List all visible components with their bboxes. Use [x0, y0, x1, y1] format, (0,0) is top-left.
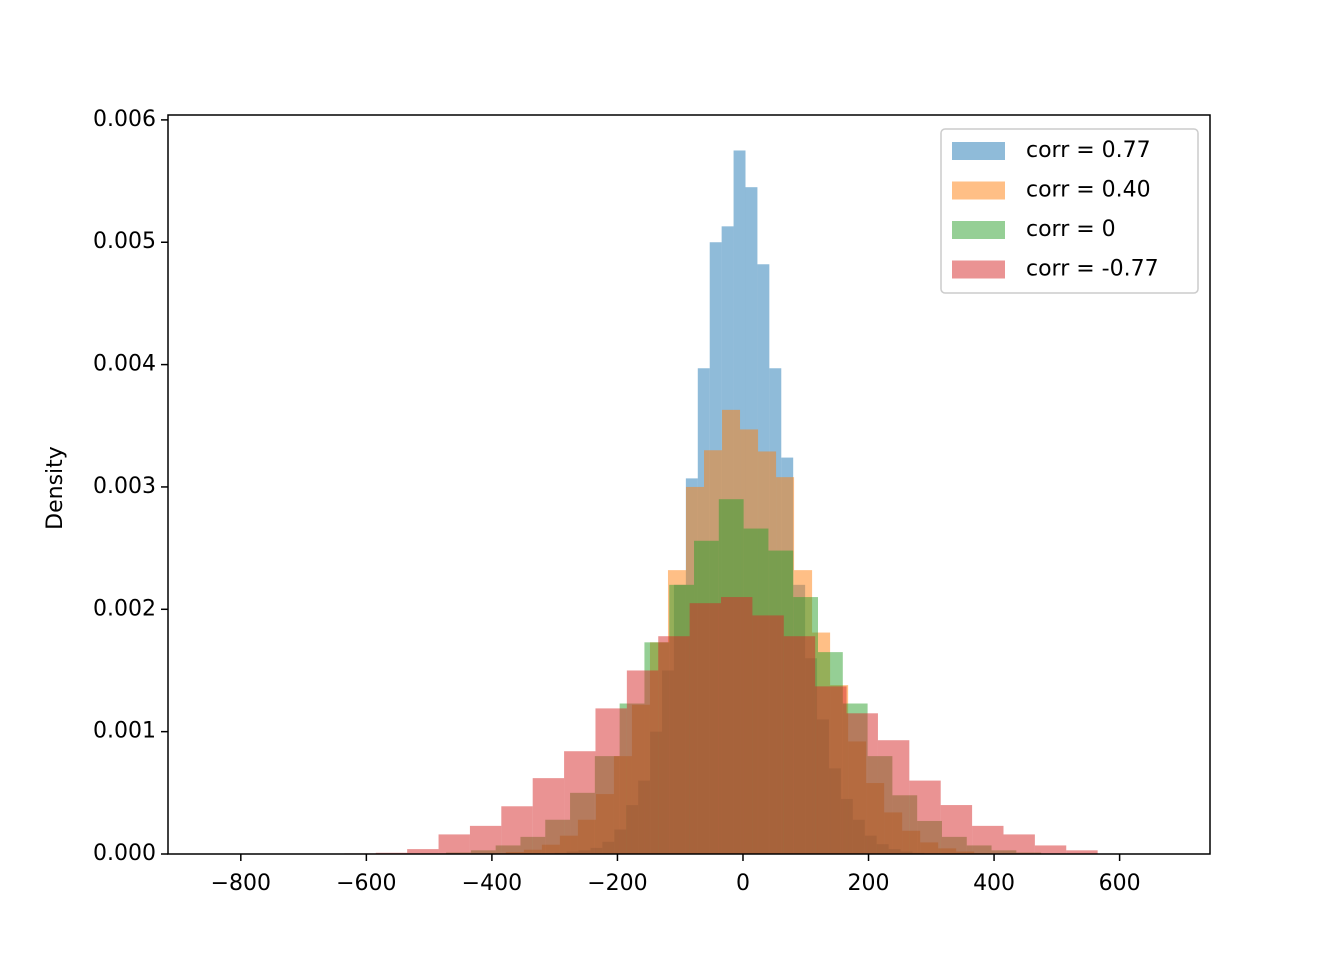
legend-label: corr = 0.40 — [1026, 178, 1151, 203]
y-tick-label: 0.001 — [93, 719, 156, 744]
bar — [1034, 845, 1067, 854]
y-tick-label: 0.003 — [93, 474, 156, 499]
x-tick-label: −800 — [211, 871, 271, 896]
bar — [438, 834, 470, 854]
legend-swatch — [952, 181, 1005, 200]
x-tick-label: −200 — [587, 871, 647, 896]
plot-frame — [167, 114, 1211, 855]
bar — [972, 825, 1004, 854]
bar — [595, 708, 627, 854]
bar — [1066, 850, 1098, 854]
bar — [846, 713, 878, 854]
legend-swatch — [952, 221, 1005, 239]
bar — [752, 615, 784, 854]
bar — [909, 780, 941, 854]
bar — [532, 778, 565, 854]
x-tick-label: 400 — [973, 871, 1015, 896]
bar — [721, 597, 753, 854]
bar — [626, 670, 659, 854]
bar — [564, 751, 596, 854]
y-tick-label: 0.002 — [93, 596, 156, 621]
bar — [940, 805, 973, 854]
x-tick-label: −600 — [336, 871, 396, 896]
bar — [1003, 834, 1035, 854]
y-tick-label: 0.000 — [93, 841, 156, 866]
x-tick-label: 600 — [1099, 871, 1141, 896]
bar — [815, 686, 847, 854]
y-axis-label: Density — [43, 446, 68, 530]
bar — [877, 740, 910, 854]
y-tick-label: 0.004 — [93, 352, 156, 377]
x-tick-label: −400 — [462, 871, 522, 896]
legend-label: corr = -0.77 — [1026, 257, 1159, 282]
bar — [658, 636, 690, 854]
bar — [783, 636, 816, 854]
bar — [469, 825, 502, 854]
bar — [407, 849, 439, 854]
legend-swatch — [952, 142, 1005, 160]
legend-label: corr = 0.77 — [1026, 138, 1151, 163]
y-tick-label: 0.006 — [93, 107, 156, 132]
x-tick-label: 200 — [848, 871, 890, 896]
legend-swatch — [952, 260, 1005, 279]
y-tick-label: 0.005 — [93, 229, 156, 254]
legend-label: corr = 0 — [1026, 217, 1116, 242]
bar — [501, 806, 533, 854]
legend-box — [940, 128, 1199, 294]
x-tick-label: 0 — [736, 871, 750, 896]
bar — [689, 603, 722, 854]
